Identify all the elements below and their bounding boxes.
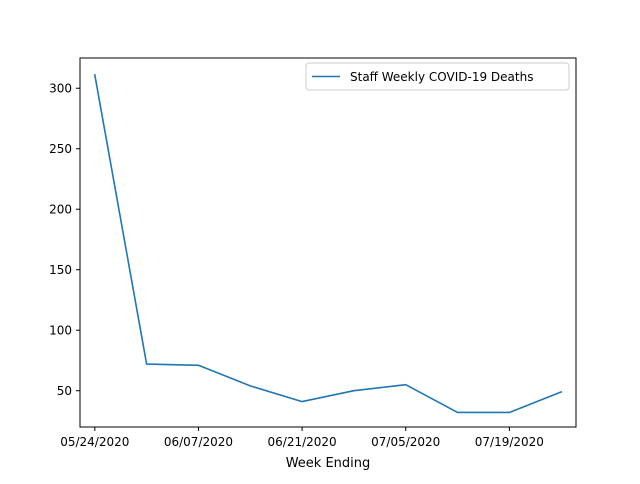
- x-tick-label: 07/05/2020: [371, 435, 440, 449]
- plot-area: [79, 57, 577, 428]
- x-tick-label: 05/24/2020: [60, 435, 129, 449]
- y-tick-label: 300: [49, 82, 72, 96]
- legend: Staff Weekly COVID-19 Deaths: [305, 62, 570, 91]
- x-tick-label: 06/07/2020: [164, 435, 233, 449]
- x-axis: 05/24/2020 06/07/2020 06/21/2020 07/05/2020…: [60, 427, 544, 449]
- y-tick-label: 50: [57, 384, 72, 398]
- x-tick-label: 07/19/2020: [475, 435, 544, 449]
- y-tick-label: 200: [49, 203, 72, 217]
- y-tick-label: 150: [49, 263, 72, 277]
- y-tick-label: 100: [49, 324, 72, 338]
- y-axis: 50 100 150 200 250 300: [49, 82, 80, 398]
- plot-frame: [79, 57, 577, 428]
- legend-entry-label: Staff Weekly COVID-19 Deaths: [350, 70, 533, 84]
- x-axis-label: Week Ending: [286, 456, 371, 471]
- y-tick-label: 250: [49, 142, 72, 156]
- series-layer: [93, 74, 563, 414]
- x-tick-label: 06/21/2020: [268, 435, 337, 449]
- legend-box: [305, 62, 570, 91]
- series-line: [93, 74, 563, 414]
